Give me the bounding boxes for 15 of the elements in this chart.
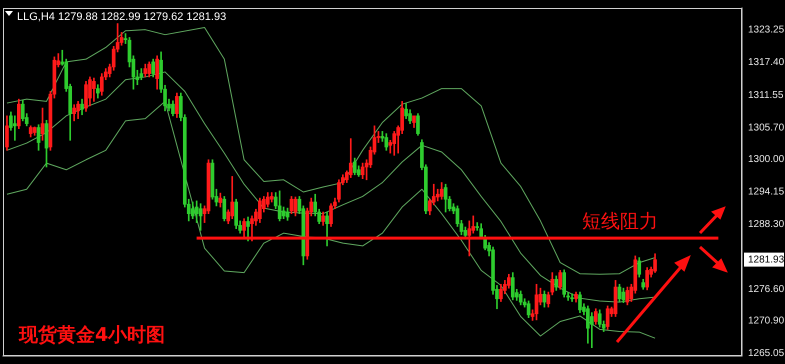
ref-line-label: 短线阻力 xyxy=(582,210,658,233)
y-tick-label: 1300.00 xyxy=(748,154,785,165)
y-tick-label: 1311.55 xyxy=(748,90,784,101)
y-tick-label: 1270.90 xyxy=(748,316,785,327)
y-tick-label: 1317.40 xyxy=(748,57,785,68)
candlestick xyxy=(570,293,574,302)
chart-title: LLG,H4 1279.88 1282.99 1279.62 1281.93 xyxy=(17,11,226,24)
y-tick-label: 1294.15 xyxy=(748,186,785,198)
y-tick-label: 1305.70 xyxy=(748,122,785,134)
y-tick-label: 1265.05 xyxy=(748,348,785,360)
y-tick-label: 1288.30 xyxy=(748,219,785,230)
annotation: 现货黄金4小时图 xyxy=(18,324,166,346)
y-tick-label: 1323.25 xyxy=(748,24,785,36)
y-tick-label: 1281.93 xyxy=(748,254,785,266)
y-tick-label: 1276.60 xyxy=(748,284,785,296)
